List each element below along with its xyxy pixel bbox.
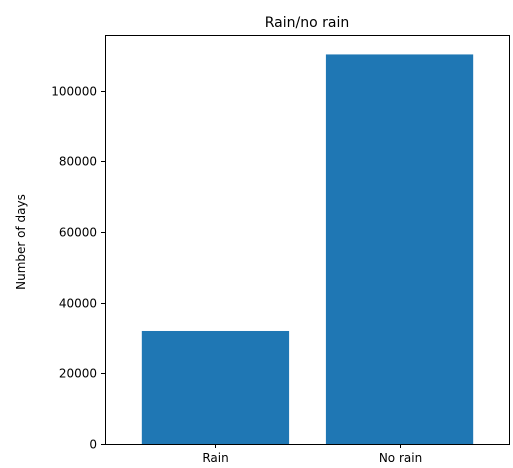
y-ticks-group: 0 20000 40000 60000 80000 100000 [51, 85, 105, 452]
y-tick-label-40000: 40000 [59, 297, 97, 311]
y-tick-label-60000: 60000 [59, 226, 97, 240]
x-tick-label-no-rain: No rain [379, 451, 422, 465]
bar-no-rain [325, 54, 474, 445]
y-tick-label-100000: 100000 [51, 85, 97, 99]
y-tick-label-80000: 80000 [59, 155, 97, 169]
y-axis-label: Number of days [14, 194, 28, 290]
bar-rain [141, 330, 290, 444]
y-tick-label-20000: 20000 [59, 367, 97, 381]
y-tick-label-0: 0 [89, 438, 97, 452]
x-ticks-group: Rain No rain [202, 444, 422, 465]
chart-title: Rain/no rain [265, 15, 349, 31]
bars-group [141, 54, 474, 445]
x-tick-label-rain: Rain [202, 451, 228, 465]
